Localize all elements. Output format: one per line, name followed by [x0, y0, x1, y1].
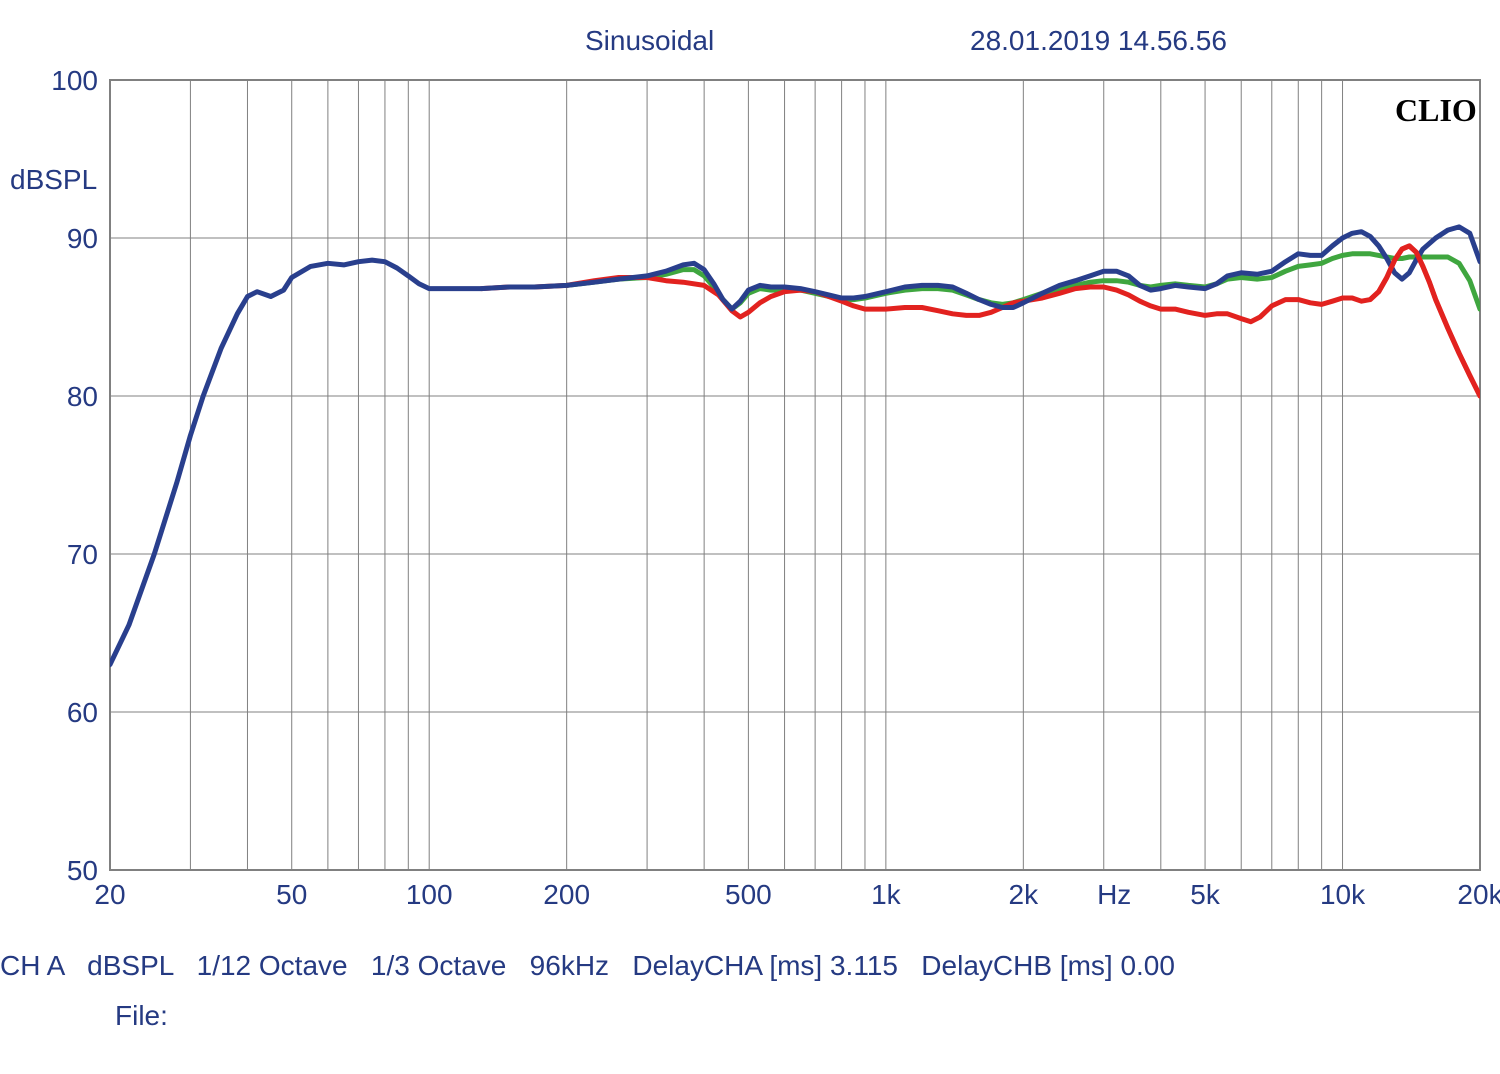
svg-text:2k: 2k	[1009, 879, 1040, 910]
svg-text:100: 100	[51, 65, 98, 96]
svg-text:10k: 10k	[1320, 879, 1366, 910]
svg-text:200: 200	[543, 879, 590, 910]
svg-text:50: 50	[276, 879, 307, 910]
brand-label: CLIO	[1395, 92, 1477, 129]
footer-settings-line: CH A dBSPL 1/12 Octave 1/3 Octave 96kHz …	[0, 950, 1175, 982]
svg-text:1k: 1k	[871, 879, 902, 910]
svg-text:5k: 5k	[1190, 879, 1221, 910]
svg-text:20k: 20k	[1457, 879, 1500, 910]
svg-text:70: 70	[67, 539, 98, 570]
svg-text:Hz: Hz	[1097, 879, 1131, 910]
file-label: File:	[115, 1000, 168, 1032]
svg-text:20: 20	[94, 879, 125, 910]
svg-text:dBSPL: dBSPL	[10, 164, 97, 195]
chart-timestamp: 28.01.2019 14.56.56	[970, 25, 1227, 57]
svg-text:90: 90	[67, 223, 98, 254]
svg-text:500: 500	[725, 879, 772, 910]
chart-title: Sinusoidal	[585, 25, 714, 57]
svg-text:50: 50	[67, 855, 98, 886]
svg-text:80: 80	[67, 381, 98, 412]
svg-text:60: 60	[67, 697, 98, 728]
svg-text:100: 100	[406, 879, 453, 910]
frequency-response-chart: 5060708090100dBSPL20501002005001k2k5k10k…	[0, 0, 1500, 1074]
